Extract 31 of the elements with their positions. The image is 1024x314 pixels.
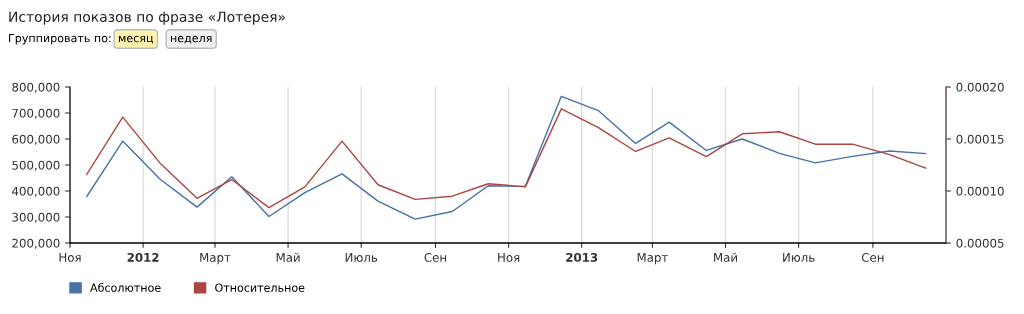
y2-tick-label: 0.00010 <box>956 186 1004 196</box>
y-tick-label: 400,000 <box>12 186 60 197</box>
legend-label: Абсолютное <box>90 283 161 292</box>
x-tick-label: Сен <box>861 252 884 262</box>
y-tick-label: 800,000 <box>12 82 60 93</box>
x-tick-label: Май <box>276 252 300 262</box>
y2-tick-label: 0.00015 <box>956 134 1004 144</box>
x-tick-label: Ноя <box>59 253 81 262</box>
legend-label: Относительное <box>215 283 305 292</box>
x-tick-label: Ноя <box>498 253 520 262</box>
x-tick-label: Март <box>200 253 231 265</box>
x-tick-label: 2012 <box>127 252 159 262</box>
y-tick-label: 500,000 <box>12 160 60 171</box>
x-tick-label: Май <box>714 252 737 262</box>
text: неделя <box>171 35 212 44</box>
y2-tick-label: 0.00005 <box>956 238 1004 248</box>
y2-tick-label: 0.00020 <box>956 82 1004 92</box>
y-tick-label: 300,000 <box>12 212 60 223</box>
x-tick-label: 2013 <box>566 252 598 262</box>
y-tick-label: 700,000 <box>12 108 60 119</box>
y-tick-label: 600,000 <box>12 134 60 145</box>
x-tick-label: Март <box>637 253 668 265</box>
chart-title: История показов по фразе «Лотерея» <box>9 11 285 25</box>
y-tick-label: 200,000 <box>12 238 60 249</box>
line-series <box>86 95 927 220</box>
x-tick-label: Сен <box>424 252 447 262</box>
x-tick-label: Июль <box>345 253 378 262</box>
text: месяц <box>119 35 154 44</box>
x-tick-label: Июль <box>783 253 815 262</box>
text: Группировать по: <box>9 33 111 45</box>
line-series <box>86 108 927 209</box>
